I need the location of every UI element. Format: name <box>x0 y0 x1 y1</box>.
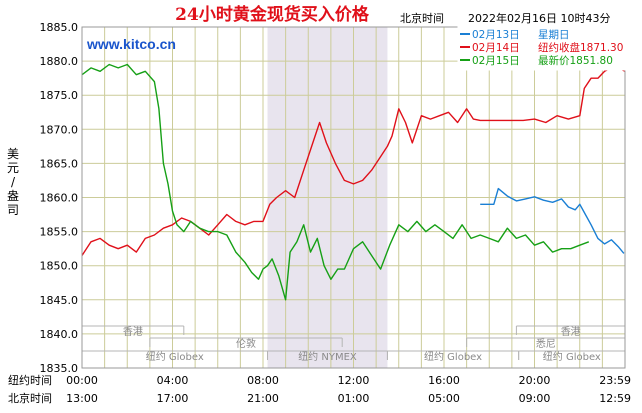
legend-date: 02月14日 <box>472 42 520 54</box>
plot-frame <box>81 26 626 369</box>
y-axis-label: 美元/盎司 <box>7 147 19 217</box>
legend-note: 纽约收盘1871.30 <box>538 41 623 54</box>
y-label-char: 盎 <box>7 189 19 203</box>
bj-tick-label: 13:00 <box>66 392 98 405</box>
ny-tick-label: 23:59 <box>599 374 631 387</box>
ny-time-label: 纽约时间 <box>8 373 52 387</box>
session-label: 伦敦 <box>236 337 256 350</box>
legend-date: 02月15日 <box>472 55 520 67</box>
y-tick-label: 1875.0 <box>40 89 79 102</box>
legend-note: 星期日 <box>538 29 570 41</box>
bj-tick-label: 21:00 <box>247 392 279 405</box>
y-tick-label: 1860.0 <box>40 192 79 205</box>
ny-tick-label: 16:00 <box>428 374 460 387</box>
chart-title: 24小时黄金现货买入价格 <box>175 4 370 25</box>
series-line <box>82 63 590 301</box>
series-line <box>82 67 625 256</box>
bj-tick-label: 09:00 <box>519 392 551 405</box>
legend: 02月13日 星期日 02月14日 纽约收盘1871.30 02月15日 最新价1851.… <box>457 26 626 71</box>
y-axis-ticks: 1835.0 1840.0 1845.0 1850.0 1855.0 1860.0 1865… <box>40 21 79 375</box>
ny-tick-label: 20:00 <box>519 374 551 387</box>
series-line <box>480 187 625 254</box>
y-tick-label: 1880.0 <box>40 55 79 68</box>
ny-tick-label: 04:00 <box>157 374 189 387</box>
session-label: 纽约 NYMEX <box>298 350 357 363</box>
watermark: www.kitco.cn <box>86 36 176 52</box>
ny-tick-label: 08:00 <box>247 374 279 387</box>
bj-tick-label: 05:00 <box>428 392 460 405</box>
ny-tick-label: 12:00 <box>338 374 370 387</box>
bj-tick-label: 17:00 <box>157 392 189 405</box>
y-tick-label: 1870.0 <box>40 123 79 136</box>
y-tick-label: 1855.0 <box>40 226 79 239</box>
ny-tick-label: 00:00 <box>66 374 98 387</box>
y-tick-label: 1840.0 <box>40 328 79 341</box>
legend-note: 最新价1851.80 <box>538 54 613 67</box>
y-label-char: 美 <box>7 147 19 161</box>
y-tick-label: 1885.0 <box>40 21 79 34</box>
bj-tick-label: 12:59 <box>599 392 631 405</box>
beijing-time-label: 北京时间 <box>400 11 444 25</box>
y-label-char: 司 <box>7 203 19 217</box>
session-label: 纽约 Globex <box>543 350 601 363</box>
session-label: 纽约 Globex <box>146 350 204 363</box>
grid <box>82 26 625 369</box>
legend-date: 02月13日 <box>472 29 520 41</box>
session-label: 纽约 Globex <box>424 350 482 363</box>
session-label: 香港 <box>123 326 143 338</box>
y-tick-label: 1835.0 <box>40 362 79 375</box>
y-tick-label: 1845.0 <box>40 294 79 307</box>
session-label: 悉尼 <box>536 338 556 350</box>
timestamp: 2022年02月16日 10时43分 <box>468 11 610 25</box>
session-label: 香港 <box>561 326 581 338</box>
y-tick-label: 1865.0 <box>40 157 79 170</box>
bj-tick-label: 01:00 <box>338 392 370 405</box>
y-label-char: / <box>11 175 16 189</box>
y-label-char: 元 <box>7 161 19 175</box>
bj-time-label: 北京时间 <box>8 391 52 405</box>
price-series <box>82 63 625 301</box>
y-tick-label: 1850.0 <box>40 260 79 273</box>
